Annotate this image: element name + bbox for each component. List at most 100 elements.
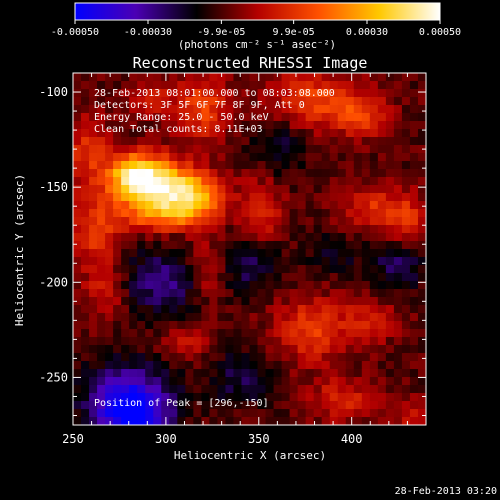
heatmap-cell	[89, 169, 98, 178]
heatmap-cell	[97, 417, 106, 425]
heatmap-cell	[361, 345, 371, 354]
heatmap-cell	[153, 177, 162, 186]
heatmap-cell	[265, 241, 275, 250]
heatmap-cell	[193, 329, 202, 338]
heatmap-cell	[409, 73, 419, 82]
heatmap-cell	[225, 289, 235, 298]
heatmap-cell	[265, 233, 275, 242]
heatmap-cell	[177, 313, 186, 322]
heatmap-cell	[265, 209, 275, 218]
heatmap-cell	[353, 113, 363, 122]
heatmap-cell	[265, 369, 275, 378]
heatmap-cell	[249, 161, 259, 170]
heatmap-cell	[233, 233, 243, 242]
heatmap-cell	[145, 89, 154, 98]
heatmap-cell	[353, 337, 363, 346]
heatmap-cell	[89, 393, 98, 402]
heatmap-cell	[209, 289, 219, 298]
heatmap-cell	[241, 321, 251, 330]
heatmap-cell	[73, 297, 82, 306]
heatmap-cell	[145, 273, 154, 282]
heatmap-cell	[409, 321, 419, 330]
heatmap-cell	[169, 113, 178, 122]
chart-title: Reconstructed RHESSI Image	[133, 54, 368, 72]
heatmap-cell	[201, 329, 210, 338]
heatmap-cell	[249, 225, 259, 234]
heatmap-cell	[241, 313, 251, 322]
heatmap-cell	[225, 265, 235, 274]
heatmap-cell	[289, 385, 299, 394]
heatmap-cell	[281, 161, 291, 170]
heatmap-cell	[401, 89, 411, 98]
heatmap-cell	[145, 297, 154, 306]
heatmap-cell	[169, 257, 178, 266]
heatmap-cell	[345, 281, 355, 290]
heatmap-cell	[105, 89, 114, 98]
heatmap-cell	[329, 145, 339, 154]
heatmap-cell	[321, 129, 331, 138]
heatmap-cell	[169, 217, 178, 226]
heatmap-cell	[233, 249, 243, 258]
heatmap-cell	[161, 137, 170, 146]
heatmap-cell	[353, 281, 363, 290]
heatmap-cell	[313, 105, 323, 114]
heatmap-cell	[153, 281, 162, 290]
heatmap-cell	[225, 249, 235, 258]
heatmap-cell	[217, 169, 227, 178]
heatmap-cell	[153, 217, 162, 226]
heatmap-cell	[217, 329, 227, 338]
heatmap-cell	[201, 297, 210, 306]
heatmap-cell	[345, 337, 355, 346]
heatmap-cell	[201, 249, 210, 258]
heatmap-cell	[161, 217, 170, 226]
heatmap-cell	[73, 409, 82, 418]
heatmap-cell	[385, 89, 395, 98]
heatmap-cell	[161, 329, 170, 338]
heatmap-cell	[241, 305, 251, 314]
heatmap-cell	[89, 233, 98, 242]
heatmap-cell	[89, 113, 98, 122]
heatmap-cell	[193, 265, 202, 274]
heatmap-cell	[289, 337, 299, 346]
heatmap-cell	[217, 73, 227, 82]
heatmap-cell	[201, 265, 210, 274]
heatmap-cell	[417, 393, 426, 402]
heatmap-cell	[377, 329, 387, 338]
heatmap-cell	[217, 153, 227, 162]
heatmap-cell	[393, 113, 403, 122]
heatmap-cell	[201, 305, 210, 314]
heatmap-cell	[81, 281, 90, 290]
heatmap-cell	[401, 73, 411, 82]
heatmap-cell	[113, 289, 122, 298]
heatmap-cell	[401, 257, 411, 266]
heatmap-cell	[281, 169, 291, 178]
heatmap-cell	[209, 153, 219, 162]
heatmap-cell	[113, 337, 122, 346]
heatmap-cell	[329, 313, 339, 322]
heatmap-cell	[313, 169, 323, 178]
heatmap-cell	[113, 329, 122, 338]
heatmap-cell	[401, 121, 411, 130]
heatmap-cell	[409, 201, 419, 210]
heatmap-cell	[73, 137, 82, 146]
heatmap-cell	[241, 209, 251, 218]
heatmap-cell	[393, 145, 403, 154]
heatmap-cell	[313, 297, 323, 306]
heatmap-cell	[233, 73, 243, 82]
heatmap-cell	[265, 217, 275, 226]
heatmap-cell	[289, 105, 299, 114]
heatmap-cell	[377, 401, 387, 410]
heatmap-cell	[297, 369, 307, 378]
heatmap-cell	[169, 201, 178, 210]
heatmap-cell	[393, 401, 403, 410]
heatmap-cell	[257, 377, 267, 386]
heatmap-cell	[409, 401, 419, 410]
heatmap-cell	[105, 265, 114, 274]
heatmap-cell	[97, 225, 106, 234]
heatmap-cell	[409, 89, 419, 98]
heatmap-cell	[113, 305, 122, 314]
heatmap-cell	[417, 225, 426, 234]
heatmap-cell	[145, 225, 154, 234]
heatmap-cell	[409, 369, 419, 378]
heatmap-cell	[329, 353, 339, 362]
